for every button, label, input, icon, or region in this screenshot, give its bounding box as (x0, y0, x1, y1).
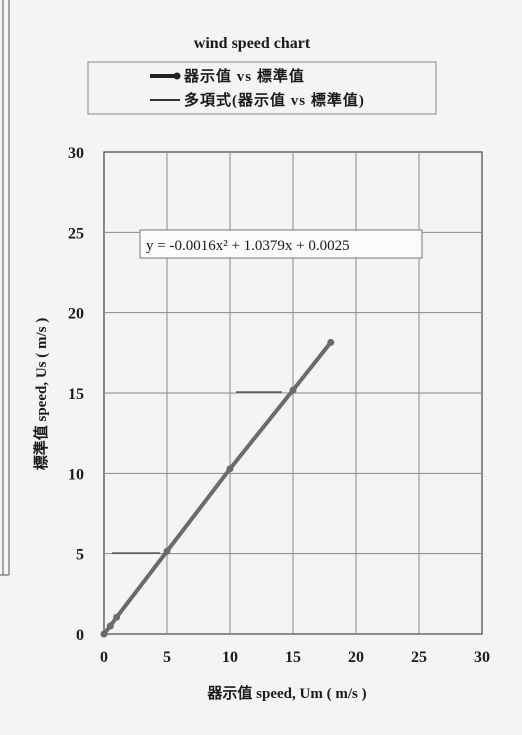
y-tick-label: 5 (76, 547, 84, 564)
x-tick-label: 0 (100, 649, 108, 666)
left-table-fragment (0, 0, 10, 576)
series-layer (100, 338, 335, 638)
legend-entry-label: 多項式(器示值 vs 標準值) (184, 91, 365, 109)
y-tick-label: 15 (68, 386, 84, 403)
legend-frame (87, 61, 437, 115)
trendline-equation: y = -0.0016x² + 1.0379x + 0.0025 (139, 229, 423, 259)
equation-box (139, 229, 423, 259)
y-tick-label: 25 (68, 225, 84, 242)
x-tick-label: 5 (163, 649, 171, 666)
legend-entry-label: 器示值 vs 標準值 (183, 67, 305, 85)
y-tick-label: 0 (76, 627, 84, 644)
y-tick-label: 10 (68, 466, 84, 483)
x-tick-label: 25 (411, 649, 427, 666)
x-axis-ticks: 0 5 10 15 20 25 30 (100, 649, 490, 666)
plot-area: 0 5 10 15 20 25 30 0 5 10 15 20 25 30 (68, 145, 490, 666)
chart-title: wind speed chart (194, 35, 311, 52)
x-tick-label: 15 (285, 649, 301, 666)
y-axis-label: 標準值 speed, Us ( m/s ) (32, 318, 50, 471)
legend-marker (173, 72, 181, 80)
y-tick-label: 30 (68, 145, 84, 162)
y-tick-label: 20 (68, 306, 84, 323)
x-tick-label: 20 (348, 649, 364, 666)
equation-text: y = -0.0016x² + 1.0379x + 0.0025 (146, 238, 350, 254)
scan-marks (112, 391, 282, 554)
x-axis-label: 器示值 speed, Um ( m/s ) (206, 684, 366, 702)
y-axis-ticks: 0 5 10 15 20 25 30 (68, 145, 84, 644)
x-tick-label: 30 (474, 649, 490, 666)
series-line-polynomial-trend (103, 341, 332, 635)
x-tick-label: 10 (222, 649, 238, 666)
